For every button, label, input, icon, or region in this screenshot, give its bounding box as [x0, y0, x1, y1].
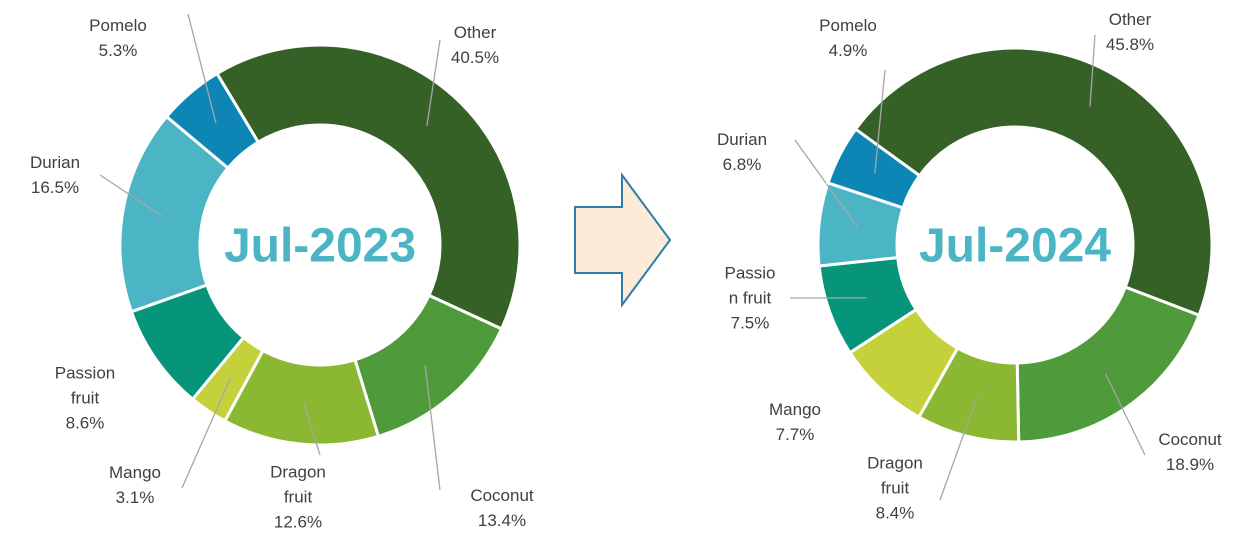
- category-label: Coconut: [1158, 430, 1222, 449]
- leader-line: [426, 39, 441, 127]
- slice-label: Other 45.8%: [1095, 7, 1165, 57]
- slice-label: Mango 3.1%: [100, 460, 170, 510]
- value-label: 8.6%: [65, 413, 105, 433]
- slice: [826, 127, 922, 210]
- category-label: Mango: [769, 400, 821, 419]
- arrow: [574, 171, 672, 309]
- category-label: Durian: [29, 153, 81, 172]
- value-label: 6.8%: [722, 155, 762, 174]
- slice-label: Durian 16.5%: [20, 150, 90, 200]
- category-label: Dragon fruit: [867, 453, 923, 498]
- leader-line: [424, 365, 441, 491]
- value-label: 45.8%: [1105, 35, 1155, 54]
- value-label: 4.9%: [828, 41, 868, 60]
- category-label: Other: [453, 23, 497, 42]
- category-label: Dragon fruit: [270, 462, 326, 507]
- category-label: Mango: [109, 463, 161, 482]
- category-label: Pomelo: [89, 16, 147, 35]
- value-label: 40.5%: [450, 48, 500, 67]
- leader-line: [794, 139, 859, 229]
- slice: [164, 71, 261, 171]
- slice-label: Pomelo 5.3%: [83, 13, 153, 63]
- leader-line: [303, 404, 321, 456]
- slice-label: Other 40.5%: [440, 20, 510, 70]
- slice: [853, 46, 1214, 318]
- leader-line: [99, 174, 163, 218]
- category-label: Passion fruit: [54, 363, 116, 408]
- slice-label: Passion fruit 8.6%: [50, 361, 120, 436]
- value-label: 7.5%: [730, 313, 770, 333]
- slice: [1015, 285, 1201, 444]
- leader-line: [1104, 373, 1146, 456]
- leader-line: [181, 377, 232, 489]
- category-label: Durian: [716, 130, 768, 149]
- value-label: 3.1%: [115, 488, 155, 507]
- value-label: 13.4%: [477, 511, 527, 530]
- value-label: 5.3%: [98, 41, 138, 60]
- value-label: 7.7%: [775, 425, 815, 444]
- slice-label: Coconut 18.9%: [1155, 427, 1225, 477]
- slice-label: Durian 6.8%: [707, 127, 777, 177]
- category-label: Passion fruit: [724, 263, 776, 308]
- value-label: 16.5%: [30, 178, 80, 197]
- slice-label: Dragon fruit 12.6%: [263, 460, 333, 535]
- center-title: Jul-2023: [224, 220, 416, 273]
- slice: [214, 43, 522, 331]
- leader-line: [187, 13, 217, 124]
- slice-label: Mango 7.7%: [760, 397, 830, 447]
- category-label: Coconut: [470, 486, 534, 505]
- slice-label: Passion fruit 7.5%: [724, 261, 776, 336]
- value-label: 12.6%: [273, 512, 323, 532]
- center-title: Jul-2024: [919, 220, 1111, 273]
- slice-label: Pomelo 4.9%: [813, 13, 883, 63]
- value-label: 18.9%: [1165, 455, 1215, 474]
- leader-line: [874, 69, 886, 174]
- slice-label: Coconut 13.4%: [467, 483, 537, 533]
- slice-label: Dragon fruit 8.4%: [865, 451, 925, 526]
- category-label: Pomelo: [819, 16, 877, 35]
- leader-line: [1089, 34, 1096, 107]
- value-label: 8.4%: [875, 503, 915, 523]
- category-label: Other: [1108, 10, 1152, 29]
- leader-line: [939, 397, 978, 501]
